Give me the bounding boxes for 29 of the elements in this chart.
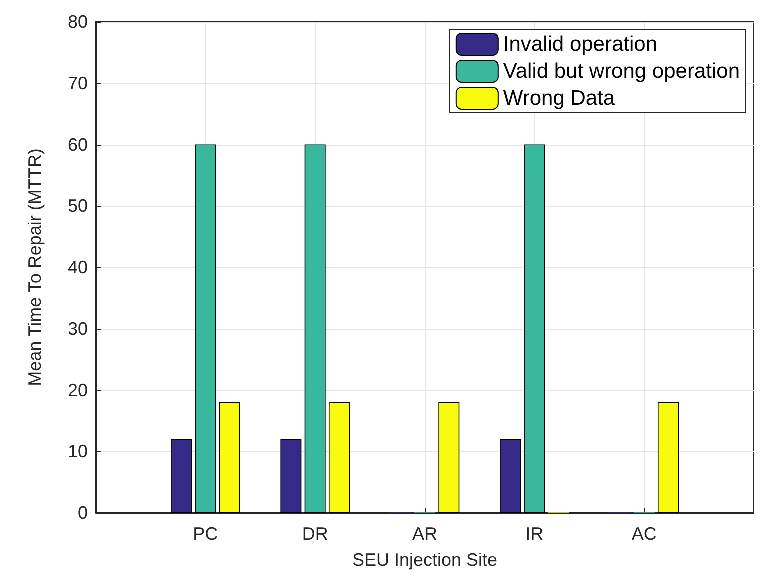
bar	[524, 144, 546, 513]
x-axis-title: SEU Injection Site	[352, 550, 498, 570]
y-tick-label: 60	[68, 134, 88, 155]
bar	[171, 439, 192, 513]
y-tick-label: 20	[68, 380, 88, 400]
x-tick-label: PC	[193, 524, 218, 544]
y-tick-label: 10	[68, 442, 88, 462]
bar	[658, 402, 679, 513]
y-tick-label: 30	[68, 318, 88, 339]
bar	[500, 439, 522, 513]
y-tick-label: 70	[68, 73, 88, 94]
y-tick-label: 0	[78, 503, 88, 523]
legend-label: Invalid operation	[503, 33, 658, 56]
bar	[328, 402, 350, 513]
bar	[438, 402, 460, 513]
y-axis-title: Mean Time To Repair (MTTR)	[25, 148, 45, 386]
bar	[304, 144, 326, 513]
legend-label: Wrong Data	[503, 87, 616, 110]
x-tick-label: AR	[412, 524, 438, 544]
legend-label: Valid but wrong operation	[503, 60, 740, 83]
y-tick-label: 50	[68, 196, 88, 216]
bar	[195, 144, 216, 513]
x-tick-label: IR	[526, 524, 544, 544]
x-tick-label: DR	[302, 524, 328, 544]
bar	[280, 439, 302, 513]
x-tick-label: AC	[632, 524, 657, 544]
y-tick-label: 80	[68, 12, 88, 32]
y-tick-label: 40	[68, 258, 88, 278]
bar	[219, 402, 240, 513]
